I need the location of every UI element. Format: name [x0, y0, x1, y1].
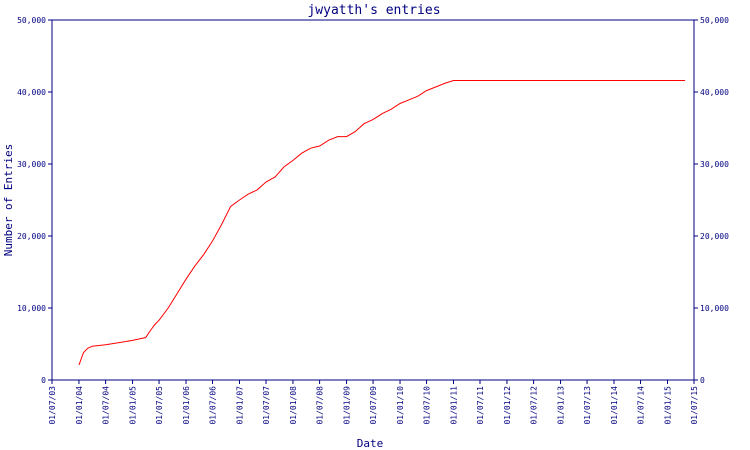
plot-area	[51, 19, 695, 381]
y-tick-label-right: 30,000	[700, 160, 729, 169]
y-tick-label-right: 0	[700, 376, 705, 385]
x-tick-label: 01/07/12	[530, 386, 539, 425]
x-tick-label: 01/07/07	[262, 386, 271, 425]
y-axis-left: 0 10,000 20,000 30,000 40,000 50,000	[17, 16, 52, 385]
x-tick-label: 01/01/15	[663, 386, 672, 425]
x-tick-label: 01/07/09	[369, 386, 378, 425]
x-tick-label: 01/07/08	[316, 386, 325, 425]
x-tick-label: 01/07/03	[48, 386, 57, 425]
y-tick-label-left: 30,000	[17, 160, 46, 169]
x-tick-label: 01/07/14	[637, 386, 646, 425]
x-tick-label: 01/07/10	[423, 386, 432, 425]
y-tick-label-left: 10,000	[17, 304, 46, 313]
y-axis-title: Number of Entries	[2, 144, 15, 257]
y-tick-label-left: 50,000	[17, 16, 46, 25]
x-tick-label: 01/07/11	[476, 386, 485, 425]
y-tick-label-right: 20,000	[700, 232, 729, 241]
y-tick-label-left: 40,000	[17, 88, 46, 97]
series-line	[78, 80, 686, 366]
x-tick-label: 01/07/05	[155, 386, 164, 425]
y-tick-label-left: 0	[41, 376, 46, 385]
x-tick-label: 01/01/11	[449, 386, 458, 425]
y-tick-label-right: 40,000	[700, 88, 729, 97]
x-axis: 01/07/03 01/01/04 01/07/04 01/01/05 01/07/05…	[48, 380, 699, 425]
x-tick-label: 01/01/12	[503, 386, 512, 425]
x-tick-label: 01/07/15	[690, 386, 699, 425]
x-tick-label: 01/01/13	[557, 386, 566, 425]
y-tick-label-right: 50,000	[700, 16, 729, 25]
x-tick-label: 01/07/06	[209, 386, 218, 425]
y-tick-label-right: 10,000	[700, 304, 729, 313]
x-tick-label: 01/01/08	[289, 386, 298, 425]
y-tick-label-left: 20,000	[17, 232, 46, 241]
x-tick-label: 01/01/04	[75, 386, 84, 425]
x-tick-label: 01/01/05	[129, 386, 138, 425]
x-tick-label: 01/07/04	[102, 386, 111, 425]
x-tick-label: 01/01/09	[343, 386, 352, 425]
y-axis-right: 0 10,000 20,000 30,000 40,000 50,000	[694, 16, 729, 385]
x-tick-label: 01/01/14	[610, 386, 619, 425]
x-tick-label: 01/01/06	[182, 386, 191, 425]
x-tick-label: 01/01/07	[235, 386, 244, 425]
plot-border	[51, 19, 695, 381]
x-axis-title: Date	[357, 437, 384, 450]
x-tick-label: 01/07/13	[583, 386, 592, 425]
chart-title: jwyatth's entries	[307, 3, 440, 18]
x-tick-label: 01/01/10	[396, 386, 405, 425]
series-layer	[78, 80, 686, 366]
